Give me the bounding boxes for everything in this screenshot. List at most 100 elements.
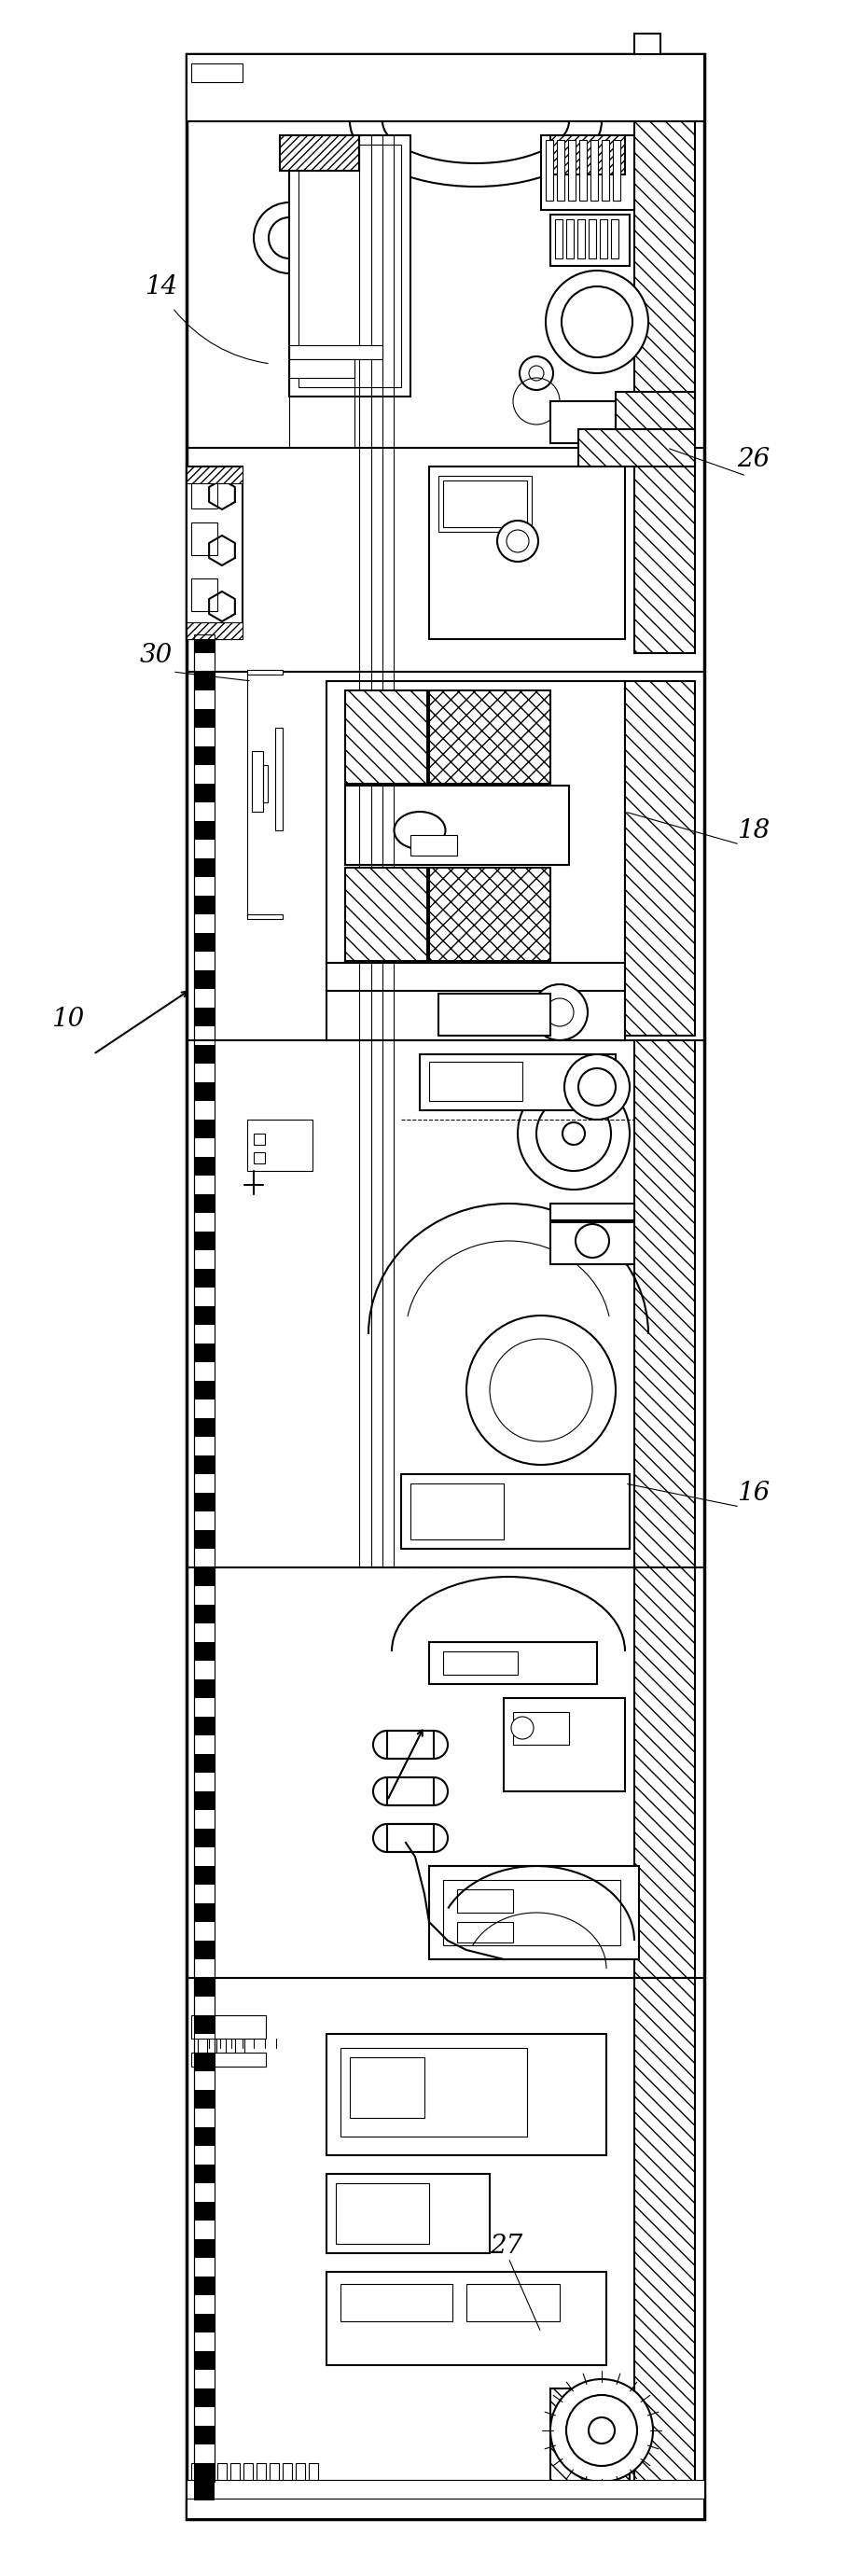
Bar	[194, 1345, 214, 1363]
Polygon shape	[191, 64, 242, 82]
Bar	[194, 2352, 214, 2370]
Bar	[194, 1381, 214, 1399]
Bar	[556, 139, 564, 201]
Bar	[194, 1121, 214, 1139]
Bar	[218, 2463, 227, 2491]
Bar	[194, 1494, 214, 1512]
Bar	[280, 137, 359, 170]
Bar	[194, 1716, 214, 1736]
Bar	[254, 1151, 265, 1164]
Bar	[194, 1829, 214, 1847]
Bar	[186, 54, 704, 2519]
Bar	[191, 2463, 201, 2491]
Bar	[194, 896, 214, 914]
Circle shape	[564, 1054, 629, 1121]
Bar	[186, 466, 242, 639]
Bar	[634, 1978, 695, 2499]
Circle shape	[529, 366, 544, 381]
Circle shape	[545, 270, 648, 374]
Bar	[289, 137, 411, 397]
Circle shape	[512, 1716, 534, 1739]
Bar	[326, 680, 625, 1041]
Bar	[194, 1790, 214, 1811]
Bar	[186, 466, 242, 484]
Circle shape	[268, 216, 310, 258]
Text: 26: 26	[737, 446, 770, 471]
Bar	[257, 2463, 266, 2491]
Circle shape	[536, 1097, 611, 1172]
Bar	[194, 1904, 214, 1922]
Bar	[194, 971, 214, 989]
Bar	[578, 219, 585, 258]
Bar	[194, 747, 214, 765]
Bar	[186, 2499, 704, 2519]
Bar	[634, 1041, 695, 1566]
Bar	[194, 1978, 214, 1996]
Bar	[186, 54, 704, 121]
Bar	[634, 448, 695, 654]
Bar	[613, 139, 620, 201]
Bar	[504, 1698, 625, 1790]
Bar	[350, 2058, 424, 2117]
Bar	[579, 139, 587, 201]
Circle shape	[535, 765, 551, 781]
Bar	[551, 214, 629, 265]
Bar	[326, 963, 625, 992]
Bar	[309, 2463, 318, 2491]
Bar	[600, 219, 607, 258]
Bar	[269, 2463, 279, 2491]
Bar	[204, 2463, 213, 2491]
Bar	[230, 2463, 240, 2491]
Bar	[568, 139, 576, 201]
Bar	[194, 634, 214, 2481]
Bar	[243, 2463, 252, 2491]
Bar	[634, 1566, 695, 1978]
Bar	[340, 2048, 527, 2136]
Bar	[275, 729, 283, 829]
Bar	[194, 2014, 214, 2035]
Bar	[387, 1731, 434, 1759]
Bar	[457, 1922, 513, 1942]
Bar	[616, 392, 695, 443]
Bar	[254, 1133, 265, 1144]
Bar	[194, 2427, 214, 2445]
Circle shape	[535, 693, 551, 708]
Bar	[194, 1007, 214, 1025]
Bar	[194, 783, 214, 801]
Bar	[551, 1203, 634, 1221]
Bar	[579, 430, 695, 466]
Bar	[247, 670, 283, 675]
Circle shape	[507, 531, 529, 551]
Bar	[283, 2463, 292, 2491]
Bar	[387, 1777, 434, 1806]
Bar	[340, 2285, 452, 2321]
Bar	[326, 2174, 490, 2254]
Text: 10: 10	[52, 1007, 84, 1033]
Bar	[429, 1865, 639, 1960]
Bar	[191, 2053, 266, 2066]
Bar	[194, 2128, 214, 2146]
Bar	[194, 634, 214, 2481]
Bar	[263, 765, 268, 801]
Bar	[194, 634, 214, 654]
Bar	[567, 219, 573, 258]
Circle shape	[545, 999, 573, 1025]
Bar	[247, 914, 283, 920]
Circle shape	[490, 1340, 592, 1443]
Circle shape	[347, 693, 362, 708]
Bar	[345, 786, 569, 866]
Bar	[194, 2164, 214, 2184]
Bar	[634, 33, 661, 54]
Bar	[411, 835, 457, 855]
Bar	[457, 1888, 513, 1911]
Bar	[326, 2035, 606, 2156]
Bar	[335, 2184, 429, 2244]
Bar	[194, 1046, 214, 1064]
Bar	[467, 2285, 560, 2321]
Bar	[429, 868, 551, 961]
Bar	[194, 933, 214, 951]
Bar	[191, 523, 218, 556]
Circle shape	[562, 1123, 585, 1144]
Bar	[194, 2053, 214, 2071]
Bar	[194, 2313, 214, 2331]
